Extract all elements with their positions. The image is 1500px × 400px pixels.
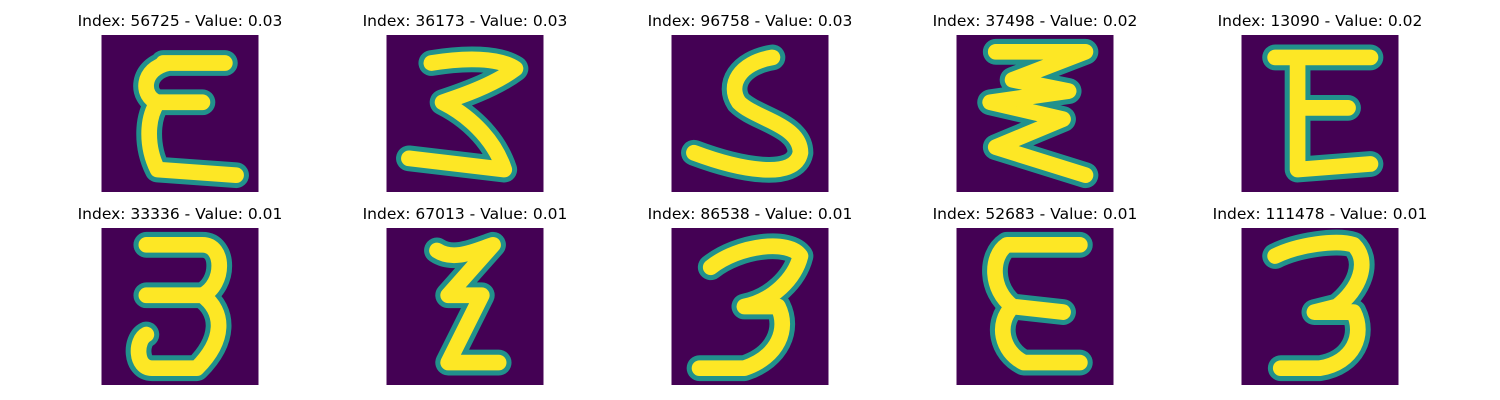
stroke-core [691, 238, 809, 377]
digit-image-52683 [956, 228, 1114, 385]
panel-title: Index: 86538 - Value: 0.01 [647, 205, 853, 223]
panel-2: Index: 36173 - Value: 0.03 [275, 0, 655, 195]
digit-image-67013 [386, 228, 544, 385]
digit-image-33336 [101, 228, 259, 385]
panel-8: Index: 86538 - Value: 0.01 [560, 193, 940, 388]
panel-1: Index: 56725 - Value: 0.03 [0, 0, 370, 195]
panel-title: Index: 37498 - Value: 0.02 [932, 12, 1138, 30]
panel-6: Index: 33336 - Value: 0.01 [0, 193, 370, 388]
panel-title: Index: 36173 - Value: 0.03 [362, 12, 568, 30]
digit-image-36173 [386, 35, 544, 192]
digit-image-111478 [1241, 228, 1399, 385]
digit-image-96758 [671, 35, 829, 192]
panel-10: Index: 111478 - Value: 0.01 [1130, 193, 1500, 388]
digit-image-13090 [1241, 35, 1399, 192]
panel-5: Index: 13090 - Value: 0.02 [1130, 0, 1500, 195]
panel-title: Index: 13090 - Value: 0.02 [1217, 12, 1423, 30]
stroke-core [686, 49, 809, 178]
panel-4: Index: 37498 - Value: 0.02 [845, 0, 1225, 195]
digit-image-56725 [101, 35, 259, 192]
stroke-core [401, 51, 524, 178]
panel-title: Index: 56725 - Value: 0.03 [77, 12, 283, 30]
panel-9: Index: 52683 - Value: 0.01 [845, 193, 1225, 388]
panel-3: Index: 96758 - Value: 0.03 [560, 0, 940, 195]
panel-7: Index: 67013 - Value: 0.01 [275, 193, 655, 388]
stroke-core [982, 43, 1094, 184]
digit-image-86538 [671, 228, 829, 385]
panel-title: Index: 67013 - Value: 0.01 [362, 205, 568, 223]
stroke-core [429, 236, 507, 371]
stroke-core [130, 236, 228, 377]
panel-title: Index: 33336 - Value: 0.01 [77, 205, 283, 223]
panel-title: Index: 96758 - Value: 0.03 [647, 12, 853, 30]
stroke-core [1267, 49, 1379, 178]
digit-image-37498 [956, 35, 1114, 192]
panel-title: Index: 111478 - Value: 0.01 [1212, 205, 1428, 223]
stroke-core [1267, 234, 1370, 377]
panel-title: Index: 52683 - Value: 0.01 [932, 205, 1138, 223]
stroke-core [138, 55, 244, 184]
stroke-core [987, 236, 1088, 371]
